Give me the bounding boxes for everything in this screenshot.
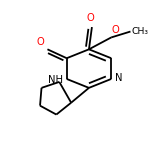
Text: CH₃: CH₃ [132,27,149,36]
Text: O: O [86,13,94,23]
Text: O: O [37,37,45,47]
Text: O: O [112,25,120,35]
Text: NH: NH [48,75,63,85]
Text: N: N [115,73,122,83]
